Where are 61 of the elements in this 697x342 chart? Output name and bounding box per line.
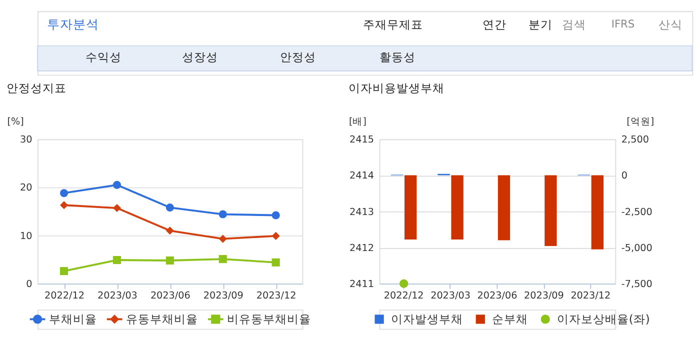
- x-tick-label: 2023/12: [570, 290, 611, 302]
- chart-title: 이자비용발생부채: [348, 81, 444, 96]
- y-tick-label: 2414: [350, 170, 374, 182]
- x-tick-label: 2023/06: [150, 290, 190, 302]
- text: 활동성: [379, 50, 416, 64]
- y-axis-title: [%]: [7, 116, 24, 128]
- x-tick-label: 2022/12: [384, 290, 424, 302]
- text: 산식: [658, 17, 682, 32]
- y-tick-label: 0: [26, 278, 32, 290]
- point: [272, 232, 280, 240]
- legend-label: 이자보상배율(좌): [556, 312, 650, 326]
- x-tick-label: 2023/09: [203, 290, 244, 302]
- point: [272, 211, 280, 220]
- legend-label: 부채비율: [49, 312, 98, 326]
- point: [112, 180, 121, 189]
- y2-tick-label: -7,500: [621, 278, 652, 290]
- legend-label: 유동부채비율: [126, 312, 198, 326]
- y-tick-label: 2412: [350, 242, 374, 254]
- point: [112, 204, 121, 212]
- text: 안정성: [280, 50, 316, 64]
- point: [112, 256, 121, 264]
- point: [60, 189, 68, 198]
- text: 분기: [528, 17, 553, 32]
- point: [166, 226, 174, 235]
- text: IFRS: [611, 18, 635, 31]
- legend-label: 순부채: [492, 312, 528, 326]
- y-tick-label: 20: [20, 182, 32, 194]
- point: [272, 258, 280, 266]
- x-tick-label: 2023/03: [97, 290, 138, 302]
- point: [166, 204, 174, 212]
- y2-axis-title: [억원]: [626, 116, 654, 128]
- text: 주재무제표: [362, 17, 423, 32]
- point: [60, 201, 68, 210]
- point: [166, 256, 174, 265]
- y-tick-label: 30: [20, 134, 32, 146]
- y2-tick-label: 0: [621, 170, 628, 182]
- y-tick-label: 2413: [350, 206, 374, 218]
- x-tick-label: 2023/06: [477, 290, 518, 302]
- legend-label: 비유동부채비율: [227, 312, 312, 326]
- point: [60, 267, 68, 276]
- y2-tick-label: -5,000: [621, 242, 652, 254]
- y2-tick-label: 2,500: [621, 134, 649, 146]
- text: 투자분석: [47, 16, 100, 32]
- text: 검색: [562, 17, 586, 32]
- x-tick-label: 2023/03: [430, 290, 470, 302]
- chart-title: 안정성지표: [6, 81, 67, 96]
- point: [218, 234, 227, 243]
- text: 수익성: [86, 50, 122, 64]
- y2-tick-label: -2,500: [621, 206, 652, 218]
- y-tick-label: 2415: [350, 134, 374, 146]
- x-tick-label: 2022/12: [44, 290, 84, 302]
- y-axis-title: [배]: [348, 116, 366, 128]
- point: [218, 255, 227, 264]
- y-tick-label: 10: [20, 230, 32, 242]
- x-tick-label: 2023/09: [524, 290, 564, 302]
- text: 성장성: [182, 50, 218, 64]
- x-tick-label: 2023/12: [256, 290, 296, 302]
- point: [218, 210, 227, 218]
- y-tick-label: 2411: [350, 278, 374, 290]
- legend-label: 이자발생부채: [390, 312, 463, 326]
- text: 연간: [482, 17, 506, 32]
